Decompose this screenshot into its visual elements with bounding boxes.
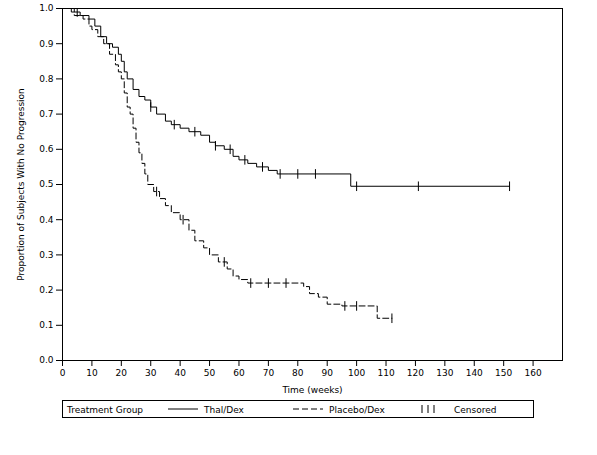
svg-text:1.0: 1.0 <box>39 3 54 13</box>
svg-text:0.9: 0.9 <box>39 39 54 49</box>
svg-text:0.8: 0.8 <box>39 74 54 84</box>
svg-text:100: 100 <box>348 368 365 378</box>
svg-text:30: 30 <box>145 368 157 378</box>
svg-text:160: 160 <box>524 368 541 378</box>
svg-text:20: 20 <box>116 368 128 378</box>
svg-text:0: 0 <box>60 368 66 378</box>
svg-text:0.0: 0.0 <box>39 355 54 365</box>
svg-text:0.7: 0.7 <box>39 109 53 119</box>
svg-text:90: 90 <box>321 368 333 378</box>
svg-text:0.1: 0.1 <box>39 320 53 330</box>
svg-text:0.2: 0.2 <box>39 285 53 295</box>
svg-text:Thal/Dex: Thal/Dex <box>203 405 245 415</box>
svg-text:Proportion of Subjects With No: Proportion of Subjects With No Progressi… <box>16 88 26 281</box>
svg-text:40: 40 <box>174 368 186 378</box>
svg-text:70: 70 <box>263 368 275 378</box>
svg-text:Censored: Censored <box>454 405 496 415</box>
svg-text:120: 120 <box>407 368 424 378</box>
svg-text:0.3: 0.3 <box>39 250 53 260</box>
svg-text:80: 80 <box>292 368 304 378</box>
svg-text:130: 130 <box>436 368 453 378</box>
svg-text:140: 140 <box>466 368 483 378</box>
svg-text:60: 60 <box>233 368 245 378</box>
svg-text:150: 150 <box>495 368 512 378</box>
svg-text:Treatment Group: Treatment Group <box>66 405 143 415</box>
svg-text:Placebo/Dex: Placebo/Dex <box>329 405 385 415</box>
svg-text:Time (weeks): Time (weeks) <box>281 385 342 395</box>
svg-text:50: 50 <box>204 368 216 378</box>
svg-text:10: 10 <box>86 368 98 378</box>
svg-text:110: 110 <box>377 368 394 378</box>
svg-text:0.5: 0.5 <box>39 179 53 189</box>
svg-text:0.4: 0.4 <box>39 215 54 225</box>
svg-text:0.6: 0.6 <box>39 144 54 154</box>
